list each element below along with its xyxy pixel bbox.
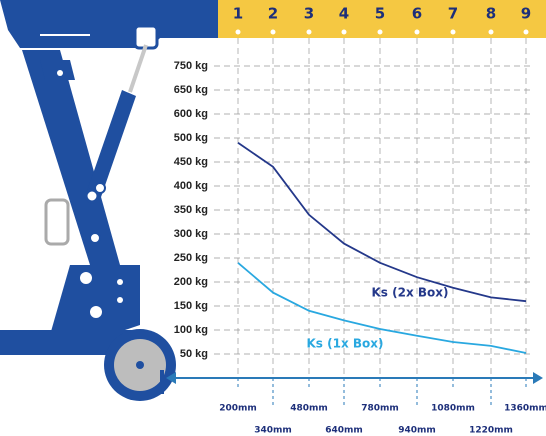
position-marker <box>414 29 420 35</box>
x-tick-label: 640mm <box>325 426 363 436</box>
axis-arrow-left <box>166 372 176 384</box>
series-label: Ks (2x Box) <box>372 286 449 300</box>
y-tick-label: 200 kg <box>174 276 208 288</box>
y-tick-label: 600 kg <box>174 108 208 120</box>
position-number: 3 <box>304 5 314 23</box>
y-tick-label: 250 kg <box>174 252 208 264</box>
position-marker <box>235 29 241 35</box>
position-marker <box>377 29 383 35</box>
y-tick-label: 50 kg <box>180 348 208 360</box>
series-line <box>237 142 527 303</box>
series-line <box>237 262 527 354</box>
y-tick-label: 100 kg <box>174 324 208 336</box>
position-marker <box>488 29 494 35</box>
x-tick-label: 340mm <box>254 426 292 436</box>
position-marker <box>341 29 347 35</box>
crane-illustration <box>0 0 546 401</box>
x-tick-label: 200mm <box>219 404 257 414</box>
position-number: 5 <box>375 5 385 23</box>
position-marker <box>450 29 456 35</box>
y-tick-label: 500 kg <box>174 132 208 144</box>
y-tick-label: 300 kg <box>174 228 208 240</box>
y-tick-label: 150 kg <box>174 300 208 312</box>
x-tick-label: 1080mm <box>431 404 475 414</box>
position-marker <box>306 29 312 35</box>
x-tick-label: 1360mm <box>504 404 546 414</box>
position-number: 2 <box>268 5 278 23</box>
position-number: 4 <box>339 5 349 23</box>
position-number: 9 <box>521 5 531 23</box>
x-tick-label: 1220mm <box>469 426 513 436</box>
y-tick-label: 650 kg <box>174 84 208 96</box>
x-tick-label: 480mm <box>290 404 328 414</box>
y-tick-label: 450 kg <box>174 156 208 168</box>
x-tick-label: 780mm <box>361 404 399 414</box>
series-label: Ks (1x Box) <box>307 337 384 351</box>
axis-arrow-right <box>533 372 543 384</box>
y-tick-label: 750 kg <box>174 60 208 72</box>
position-number: 8 <box>486 5 496 23</box>
x-tick-label: 940mm <box>398 426 436 436</box>
position-number: 7 <box>448 5 458 23</box>
position-number: 1 <box>233 5 243 23</box>
y-tick-label: 400 kg <box>174 180 208 192</box>
position-number: 6 <box>412 5 422 23</box>
y-tick-label: 350 kg <box>174 204 208 216</box>
position-marker <box>270 29 276 35</box>
position-marker <box>523 29 529 35</box>
